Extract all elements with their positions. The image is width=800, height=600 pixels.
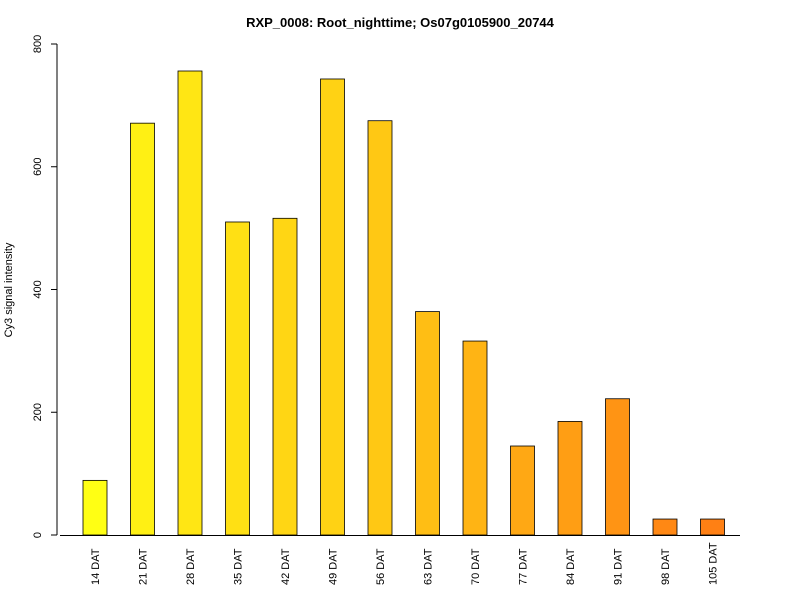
bar [557,421,583,536]
y-tick-label: 200 [32,403,44,421]
x-tick-label: 63 DAT [423,548,435,585]
bar [462,340,488,536]
bar [130,122,155,536]
x-tick-label: 49 DAT [328,548,340,585]
x-tick-label: 42 DAT [280,548,292,585]
bar [415,311,440,536]
y-axis-label: Cy3 signal intensity [3,242,15,337]
x-tick-label: 35 DAT [233,548,245,585]
x-tick-label: 91 DAT [613,548,625,585]
bar [652,518,678,536]
y-tick-label: 800 [32,35,44,53]
x-tick-label: 70 DAT [470,548,482,585]
bar [177,70,203,536]
y-axis: 0 200 400 600 800 [32,35,58,538]
y-tick-label: 0 [32,532,44,538]
x-tick-label: 21 DAT [138,548,150,585]
bar [320,78,345,536]
bar [272,217,298,536]
bar [225,221,250,536]
bar [82,479,108,536]
bar [605,398,630,536]
x-tick-label: 105 DAT [708,542,720,585]
x-tick-label: 56 DAT [375,548,387,585]
bar [700,518,725,536]
bar [510,445,535,536]
y-tick-label: 600 [32,158,44,176]
x-tick-label: 77 DAT [518,548,530,585]
x-tick-label: 98 DAT [660,548,672,585]
bars [82,70,725,536]
x-tick-label: 28 DAT [185,548,197,585]
chart-title: RXP_0008: Root_nighttime; Os07g0105900_2… [246,15,555,30]
bar [367,120,393,536]
x-tick-label: 84 DAT [565,548,577,585]
x-axis-labels: 14 DAT 21 DAT 28 DAT 35 DAT 42 DAT 49 DAT 56 D… [90,542,720,585]
x-tick-label: 14 DAT [90,548,102,585]
y-tick-label: 400 [32,280,44,298]
